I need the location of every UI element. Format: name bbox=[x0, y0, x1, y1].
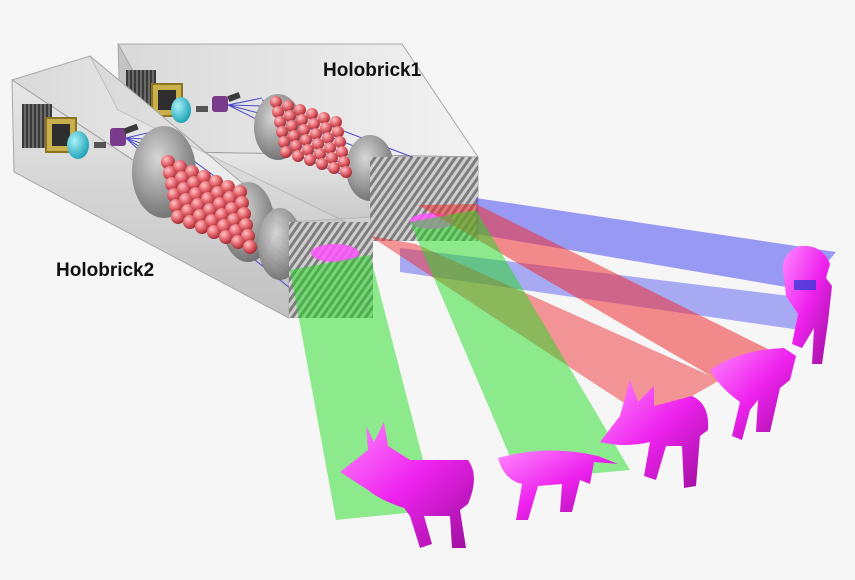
lenslet-sphere bbox=[330, 116, 342, 128]
lenslet-sphere bbox=[237, 207, 251, 221]
lenslet-array-icon bbox=[161, 155, 257, 254]
lenslet-sphere bbox=[272, 106, 284, 118]
lenslet-sphere bbox=[292, 150, 304, 162]
lenslet-sphere bbox=[221, 180, 235, 194]
lenslet-sphere bbox=[161, 155, 175, 169]
lenslet-sphere bbox=[304, 154, 316, 166]
lenslet-sphere bbox=[284, 110, 296, 122]
aperture-icon bbox=[67, 131, 89, 159]
lenslet-sphere bbox=[278, 136, 290, 148]
holobrick1-label: Holobrick1 bbox=[323, 60, 422, 81]
dog-figure-icon bbox=[340, 422, 474, 548]
dog-figure-icon bbox=[600, 380, 709, 488]
beam-green bbox=[410, 210, 630, 480]
holobrick1 bbox=[117, 43, 479, 241]
lenslet-sphere bbox=[282, 100, 294, 112]
lenslet-sphere bbox=[274, 116, 286, 128]
lenslet-sphere bbox=[197, 170, 211, 184]
lenslet-sphere bbox=[243, 240, 257, 254]
lenslet-sphere bbox=[300, 134, 312, 146]
lenslet-sphere bbox=[334, 136, 346, 148]
lenslet-sphere bbox=[276, 126, 288, 138]
lenslet-sphere bbox=[318, 112, 330, 124]
beam-red bbox=[418, 204, 790, 394]
holobrick2-label: Holobrick2 bbox=[56, 260, 155, 281]
lenslet-sphere bbox=[332, 126, 344, 138]
dog-figure-icon bbox=[710, 348, 796, 440]
beam-blue bbox=[476, 198, 836, 290]
dog-figure-icon bbox=[498, 450, 618, 520]
lenslet-sphere bbox=[233, 185, 247, 199]
lenslet-sphere bbox=[298, 124, 310, 136]
lenslet-sphere bbox=[241, 229, 255, 243]
lenslet-sphere bbox=[209, 175, 223, 189]
lenslet-sphere bbox=[322, 132, 334, 144]
lenslet-sphere bbox=[173, 160, 187, 174]
lenslet-sphere bbox=[270, 96, 282, 108]
aperture-icon bbox=[171, 97, 191, 123]
lenslet-sphere bbox=[340, 166, 352, 178]
lenslet-sphere bbox=[338, 156, 350, 168]
lenslet-sphere bbox=[280, 146, 292, 158]
lenslet-sphere bbox=[328, 162, 340, 174]
lenslet-sphere bbox=[296, 114, 308, 126]
hologram-spot-icon bbox=[311, 244, 359, 262]
lenslet-sphere bbox=[286, 120, 298, 132]
lenslet-sphere bbox=[320, 122, 332, 134]
lenslet-sphere bbox=[312, 138, 324, 150]
lenslet-sphere bbox=[324, 142, 336, 154]
lenslet-sphere bbox=[302, 144, 314, 156]
lenslet-sphere bbox=[185, 165, 199, 179]
camera-sensor-icon bbox=[22, 104, 77, 153]
lenslet-sphere bbox=[308, 118, 320, 130]
lenslet-array-icon bbox=[270, 96, 352, 178]
lenslet-sphere bbox=[290, 140, 302, 152]
dog-figure-icon bbox=[782, 245, 832, 364]
lenslet-sphere bbox=[306, 108, 318, 120]
lenslet-sphere bbox=[239, 218, 253, 232]
lenslet-sphere bbox=[316, 158, 328, 170]
lenslet-sphere bbox=[288, 130, 300, 142]
lenslet-sphere bbox=[336, 146, 348, 158]
lenslet-sphere bbox=[294, 104, 306, 116]
relay-optics-icon bbox=[94, 123, 139, 148]
lenslet-sphere bbox=[310, 128, 322, 140]
lenslet-sphere bbox=[326, 152, 338, 164]
lenslet-sphere bbox=[235, 196, 249, 210]
relay-optics-icon bbox=[196, 92, 241, 112]
lenslet-sphere bbox=[314, 148, 326, 160]
